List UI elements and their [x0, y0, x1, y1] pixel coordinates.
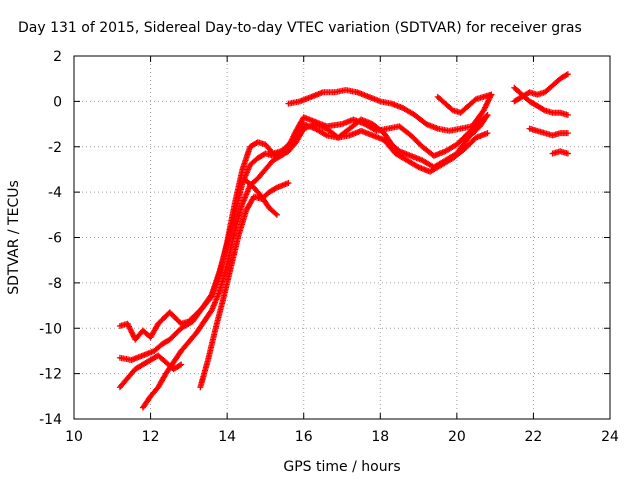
data-point: [176, 362, 183, 369]
series-track-e: [197, 180, 292, 391]
series-track-d: [139, 121, 491, 411]
series-track-f: [243, 177, 280, 218]
x-tick-label: 16: [295, 429, 313, 445]
x-axis-label: GPS time / hours: [283, 459, 400, 475]
data-point: [272, 210, 279, 217]
x-tick-label: 20: [448, 429, 466, 445]
x-tick-label: 12: [142, 429, 160, 445]
x-tick-label: 24: [601, 429, 619, 445]
data-point: [564, 150, 571, 157]
data-point: [540, 106, 547, 113]
data-point: [563, 71, 570, 78]
y-tick-label: -2: [48, 140, 62, 156]
data-point: [272, 185, 279, 192]
y-tick-label: 0: [53, 94, 62, 110]
data-point: [564, 111, 571, 118]
axis-ticks: [73, 55, 611, 420]
x-tick-label: 22: [525, 429, 543, 445]
data-point: [484, 130, 491, 137]
series-track-j: [511, 71, 571, 105]
data-point: [488, 91, 495, 98]
y-tick-label: -6: [48, 231, 62, 247]
series-track-i: [511, 84, 571, 118]
series-track-h: [434, 91, 495, 116]
y-tick-label: -8: [48, 276, 62, 292]
data-marks: [116, 71, 571, 411]
series-track-k: [526, 125, 571, 139]
data-point: [285, 180, 292, 187]
y-tick-label: -14: [39, 412, 62, 428]
y-axis-label: SDTVAR / TECUs: [6, 180, 22, 295]
x-tick-label: 10: [65, 429, 83, 445]
data-point: [178, 361, 185, 368]
data-point: [564, 71, 571, 78]
grid-lines: [74, 56, 610, 419]
chart-title: Day 131 of 2015, Sidereal Day-to-day VTE…: [18, 20, 582, 36]
y-tick-label: -10: [39, 321, 62, 337]
series-track-c: [116, 352, 185, 391]
data-point: [564, 130, 571, 137]
data-point: [273, 211, 280, 218]
x-tick-label: 14: [218, 429, 236, 445]
y-tick-labels: -14 -12 -10 -8 -6 -4 -2 0 2: [39, 49, 62, 428]
y-tick-label: 2: [53, 49, 62, 65]
series-track-l: [549, 148, 571, 157]
data-point: [484, 111, 491, 118]
x-tick-label: 18: [371, 429, 389, 445]
x-tick-labels: 10 12 14 16 18 20 22 24: [65, 429, 619, 445]
data-point: [483, 113, 490, 120]
series-track-g: [285, 87, 495, 134]
y-tick-label: -4: [48, 185, 62, 201]
y-tick-label: -12: [39, 367, 62, 383]
